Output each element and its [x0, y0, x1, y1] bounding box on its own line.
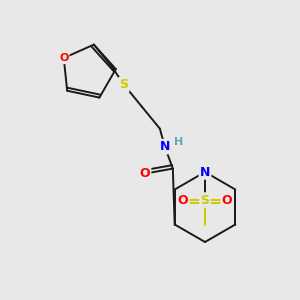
Text: H: H [174, 136, 183, 147]
Text: O: O [140, 167, 150, 180]
Text: N: N [160, 140, 170, 153]
Text: O: O [222, 194, 232, 206]
Text: O: O [178, 194, 188, 206]
Text: S: S [200, 194, 209, 206]
Text: O: O [59, 53, 68, 63]
Text: S: S [119, 78, 128, 91]
Text: N: N [200, 166, 210, 178]
